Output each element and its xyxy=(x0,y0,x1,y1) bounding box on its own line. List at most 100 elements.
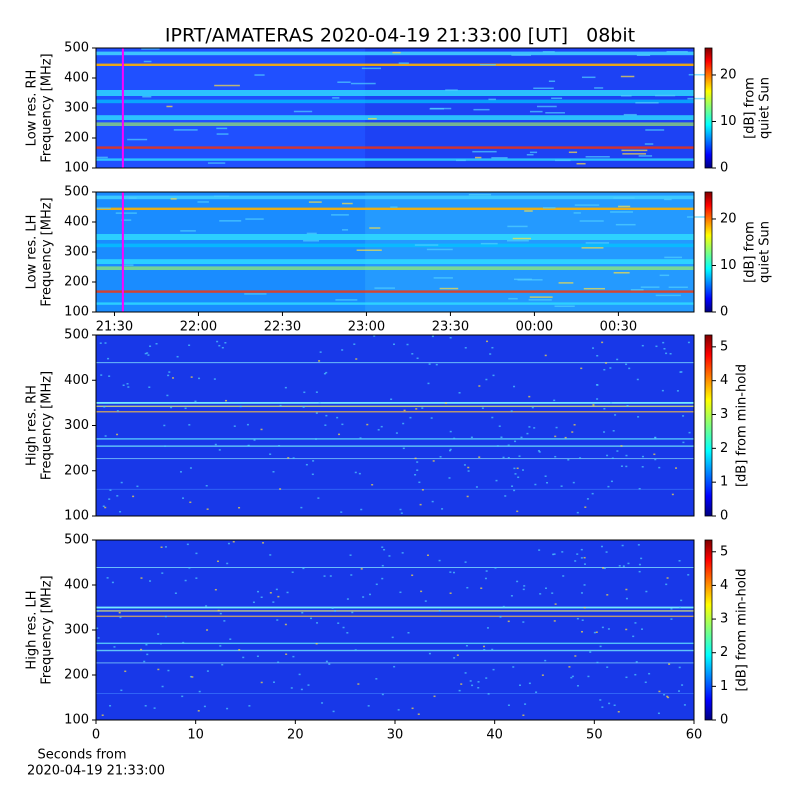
spectrogram-speckle xyxy=(157,633,160,635)
spectrogram-speckle xyxy=(687,97,707,100)
spectrogram-speckle xyxy=(599,645,602,648)
y-tick-label: 200 xyxy=(64,275,89,290)
spectrogram-speckle xyxy=(452,571,455,574)
spectrogram-speckle xyxy=(607,485,610,488)
y-tick-label: 500 xyxy=(64,41,89,56)
spectrogram-speckle xyxy=(435,363,438,366)
spectrogram-speckle xyxy=(522,588,525,591)
spectrogram-speckle xyxy=(507,444,510,447)
spectrogram-speckle xyxy=(431,335,434,338)
spectrogram-speckle xyxy=(617,711,620,713)
spectrogram-speckle xyxy=(360,568,363,570)
spectrogram-speckle xyxy=(244,293,267,295)
spectrogram-speckle xyxy=(524,210,533,212)
spectrogram-speckle xyxy=(526,153,534,156)
spectrogram-speckle xyxy=(141,48,160,50)
spectrogram-speckle xyxy=(254,74,265,76)
spectrogram-speckle xyxy=(599,699,602,701)
spectrogram-speckle xyxy=(581,247,604,249)
x-tick-label: 50 xyxy=(586,728,603,743)
spectrogram-speckle xyxy=(188,424,191,426)
spectrogram-speckle xyxy=(589,651,592,653)
spectrogram-speckle xyxy=(670,618,673,620)
spectrogram-speckle xyxy=(218,449,221,451)
spectrogram-speckle xyxy=(381,693,384,696)
spectrogram-speckle xyxy=(576,511,579,514)
spectrogram-speckle xyxy=(654,437,657,439)
spectrogram-speckle xyxy=(502,605,505,608)
spectrogram-speckle xyxy=(676,390,679,392)
spectrogram-speckle xyxy=(419,503,422,506)
spectrogram-speckle xyxy=(374,287,395,289)
y-tick-label: 200 xyxy=(64,668,89,683)
spectrogram-speckle xyxy=(402,422,405,425)
spectrogram-speckle xyxy=(507,225,528,228)
spectrogram-speckle xyxy=(290,687,293,689)
spectrogram-speckle xyxy=(239,405,242,408)
spectrogram-speckle xyxy=(583,563,586,565)
spectrogram-speckle xyxy=(603,408,606,410)
spectrogram-band xyxy=(96,649,694,652)
y-tick-label: 300 xyxy=(64,418,89,433)
spectrogram-speckle xyxy=(101,714,104,716)
colorbar xyxy=(704,539,713,721)
spectrogram-speckle xyxy=(587,675,590,678)
spectrogram-speckle xyxy=(127,138,148,141)
spectrogram-speckle xyxy=(106,577,109,579)
spectrogram-speckle xyxy=(607,628,610,630)
spectrogram-speckle xyxy=(603,431,606,433)
spectrogram-speckle xyxy=(523,585,526,587)
spectrogram-speckle xyxy=(284,386,287,389)
spectrogram-speckle xyxy=(666,577,669,579)
spectrogram-speckle xyxy=(428,363,431,365)
spectrogram-speckle xyxy=(426,554,429,556)
spectrogram-speckle xyxy=(284,623,287,626)
colorbar-tick-label: 20 xyxy=(720,211,737,226)
spectrogram-speckle xyxy=(342,202,353,205)
spectrogram-speckle xyxy=(522,714,525,717)
spectrogram-speckle xyxy=(174,592,177,594)
spectrogram-speckle xyxy=(553,620,556,622)
spectrogram-speckle xyxy=(332,97,340,99)
spectrogram-speckle xyxy=(116,433,119,436)
spectrogram-speckle xyxy=(416,357,419,360)
spectrogram-speckle xyxy=(353,343,356,345)
spectrogram-speckle xyxy=(328,663,331,665)
spectrogram-speckle xyxy=(219,612,222,615)
spectrogram-speckle xyxy=(680,599,683,602)
spectrogram-speckle xyxy=(580,631,583,633)
x-tick-label: 23:30 xyxy=(432,320,469,335)
spectrogram-speckle xyxy=(109,489,112,491)
spectrogram-speckle xyxy=(620,94,632,97)
spectrogram-speckle xyxy=(136,485,139,488)
spectrogram-speckle xyxy=(166,394,169,397)
colorbar-tick-label: 0 xyxy=(720,713,728,728)
spectrogram-speckle xyxy=(441,508,444,510)
spectrogram-speckle xyxy=(342,626,345,629)
spectrogram-speckle xyxy=(638,570,641,573)
spectrogram-speckle xyxy=(298,673,301,676)
spectrogram-speckle xyxy=(308,201,322,203)
spectrogram-speckle xyxy=(369,227,381,229)
spectrogram-speckle xyxy=(430,417,433,419)
spectrogram-speckle xyxy=(206,670,209,672)
spectrogram-speckle xyxy=(205,605,208,607)
spectrogram-speckle xyxy=(495,479,498,482)
colorbar-label: [dB] from xyxy=(743,221,758,283)
spectrogram-speckle xyxy=(465,645,468,647)
spectrogram-speckle xyxy=(145,643,148,646)
spectrogram-speckle xyxy=(160,546,163,548)
spectrogram-speckle xyxy=(511,54,532,56)
spectrogram-speckle xyxy=(654,458,657,461)
spectrogram-speckle xyxy=(428,652,431,655)
spectrogram-speckle xyxy=(277,661,280,663)
spectrogram-speckle xyxy=(516,510,519,513)
spectrogram-speckle xyxy=(637,544,640,546)
spectrogram-speckle xyxy=(245,218,264,220)
spectrogram-speckle xyxy=(541,674,544,676)
spectrogram-speckle xyxy=(148,386,151,388)
spectrogram-speckle xyxy=(625,465,628,468)
spectrogram-speckle xyxy=(197,710,200,712)
spectrogram-speckle xyxy=(596,398,599,400)
spectrogram-speckle xyxy=(119,616,122,619)
